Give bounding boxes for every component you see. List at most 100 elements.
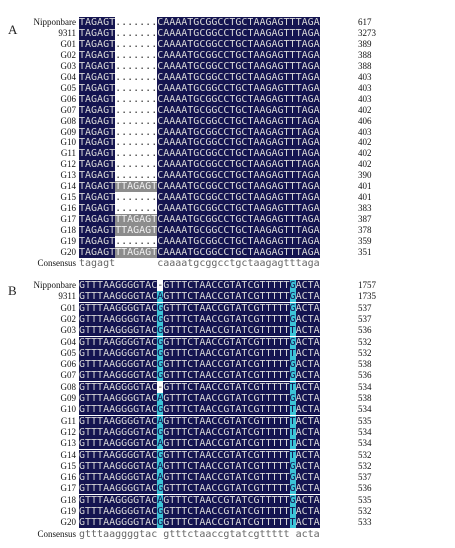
sequence-length: 403: [358, 71, 372, 82]
sequence: GTTTAAGGGGTACGGTTTCTAACCGTATCGTTTTTGACTA: [79, 313, 320, 325]
alignment-row: G15 TAGAGT.......CAAAATGCGGCCTGCTAAGAGTTT…: [0, 192, 455, 204]
sequence: GTTTAAGGGGTACGGTTTCTAACCGTATCGTTTTTGACTA: [79, 370, 320, 382]
sequence: TAGAGT.......CAAAATGCGGCCTGCTAAGAGTTTAGA: [79, 148, 320, 160]
sequence-name: G12: [60, 159, 77, 170]
sequence-name: G01: [60, 38, 77, 49]
sequence-length: 389: [358, 38, 372, 49]
sequence: GTTTAAGGGGTACGGTTTCTAACCGTATCGTTTTTTACTA: [79, 449, 320, 461]
sequence: GTTTAAGGGGTACGGTTTCTAACCGTATCGTTTTTGACTA: [79, 336, 320, 348]
sequence: TAGAGT.......CAAAATGCGGCCTGCTAAGAGTTTAGA: [79, 49, 320, 61]
sequence-length: 351: [358, 246, 372, 257]
sequence: GTTTAAGGGGTACAGTTTCTAACCGTATCGTTTTTTACTA: [79, 438, 320, 450]
sequence-length: 538: [358, 359, 372, 370]
alignment-row: G05 TAGAGT.......CAAAATGCGGCCTGCTAAGAGTTT…: [0, 82, 455, 94]
sequence-length: 617: [358, 17, 372, 27]
alignment-row: G11 TAGAGT.......CAAAATGCGGCCTGCTAAGAGTTT…: [0, 148, 455, 160]
sequence-length: 538: [358, 393, 372, 403]
alignment-row: G13 TAGAGT.......CAAAATGCGGCCTGCTAAGAGTTT…: [0, 170, 455, 182]
consensus-row: Consensus gtttaaggggtac gtttctaaccgtatcgt…: [0, 529, 455, 540]
sequence-name: G07: [60, 104, 77, 115]
sequence: TAGAGT.......CAAAATGCGGCCTGCTAAGAGTTTAGA: [79, 38, 320, 50]
sequence-length: 402: [358, 148, 372, 159]
alignment-row: G03 TAGAGT.......CAAAATGCGGCCTGCTAAGAGTTT…: [0, 60, 455, 72]
sequence: TAGAGTTTAGAGTCAAAATGCGGCCTGCTAAGAGTTTAGA: [79, 214, 320, 226]
sequence-length: 532: [358, 460, 372, 471]
sequence-name: 9311: [58, 27, 76, 38]
sequence: TAGAGTTTAGAGTCAAAATGCGGCCTGCTAAGAGTTTAGA: [79, 225, 320, 237]
alignment-row: G01 GTTTAAGGGGTACGGTTTCTAACCGTATCGTTTTTGA…: [0, 302, 455, 314]
sequence-length: 535: [358, 494, 372, 505]
sequence-length: 1735: [358, 291, 376, 302]
sequence: TAGAGT.......CAAAATGCGGCCTGCTAAGAGTTTAGA: [79, 126, 320, 138]
sequence-length: 536: [358, 325, 372, 336]
alignment-row: G19 TAGAGT.......CAAAATGCGGCCTGCTAAGAGTTT…: [0, 236, 455, 247]
sequence-name: G11: [60, 415, 76, 426]
sequence: TAGAGT.......CAAAATGCGGCCTGCTAAGAGTTTAGA: [79, 159, 320, 171]
sequence-length: 403: [358, 82, 372, 93]
alignment-row: G20 GTTTAAGGGGTACGGTTTCTAACCGTATCGTTTTTTA…: [0, 517, 455, 529]
alignment-row: G04 TAGAGT.......CAAAATGCGGCCTGCTAAGAGTTT…: [0, 71, 455, 83]
sequence-length: 406: [358, 115, 372, 126]
consensus-name: Consensus: [37, 257, 76, 268]
sequence-length: 532: [358, 336, 372, 347]
alignment-row: G02 TAGAGT.......CAAAATGCGGCCTGCTAAGAGTTT…: [0, 49, 455, 61]
alignment-row: G05 GTTTAAGGGGTACGGTTTCTAACCGTATCGTTTTTTA…: [0, 347, 455, 359]
sequence-length: 532: [358, 506, 372, 516]
sequence: TAGAGT.......CAAAATGCGGCCTGCTAAGAGTTTAGA: [79, 192, 320, 204]
sequence: GTTTAAGGGGTACAGTTTCTAACCGTATCGTTTTTGACTA: [79, 460, 320, 472]
sequence-name: G19: [60, 506, 77, 516]
sequence-name: G02: [60, 313, 77, 324]
alignment-row: G08 TAGAGT.......CAAAATGCGGCCTGCTAAGAGTTT…: [0, 115, 455, 127]
alignment-row: G08 GTTTAAGGGGTAC-GTTTCTAACCGTATCGTTTTTTA…: [0, 381, 455, 393]
panel-label: B: [8, 283, 17, 298]
sequence: TAGAGT.......CAAAATGCGGCCTGCTAAGAGTTTAGA: [79, 203, 320, 215]
sequence-name: G17: [60, 214, 77, 225]
alignment-row: G09 GTTTAAGGGGTACAGTTTCTAACCGTATCGTTTTTGA…: [0, 393, 455, 404]
sequence: TAGAGT.......CAAAATGCGGCCTGCTAAGAGTTTAGA: [79, 170, 320, 182]
sequence-length: 534: [358, 404, 372, 415]
sequence-name: G05: [60, 82, 77, 93]
sequence: TAGAGT.......CAAAATGCGGCCTGCTAAGAGTTTAGA: [79, 60, 320, 72]
sequence-name: G17: [60, 483, 77, 494]
sequence: GTTTAAGGGGTAC-GTTTCTAACCGTATCGTTTTTGACTA: [79, 280, 320, 291]
sequence-length: 402: [358, 104, 372, 115]
alignment-row: 9311 TAGAGT.......CAAAATGCGGCCTGCTAAGAGTT…: [0, 27, 455, 39]
sequence-length: 537: [358, 472, 372, 483]
sequence-name: G20: [60, 246, 77, 257]
sequence-name: Nipponbare: [33, 17, 77, 27]
sequence: TAGAGT.......CAAAATGCGGCCTGCTAAGAGTTTAGA: [79, 17, 320, 28]
sequence-length: 401: [358, 181, 372, 192]
alignment-row: G14 GTTTAAGGGGTACGGTTTCTAACCGTATCGTTTTTTA…: [0, 449, 455, 461]
sequence-name: G09: [60, 393, 77, 403]
sequence-length: 387: [358, 214, 372, 225]
sequence-length: 402: [358, 159, 372, 170]
alignment-row: G16 GTTTAAGGGGTACAGTTTCTAACCGTATCGTTTTTGA…: [0, 472, 455, 484]
sequence-length: 535: [358, 415, 372, 426]
sequence: GTTTAAGGGGTAC-GTTTCTAACCGTATCGTTTTTTACTA: [79, 381, 320, 393]
consensus-row: Consensus tagagt caaaatgcggcctgctaagagttt…: [0, 258, 455, 269]
alignment-row: G07 GTTTAAGGGGTACGGTTTCTAACCGTATCGTTTTTGA…: [0, 370, 455, 382]
alignment-row: G06 TAGAGT.......CAAAATGCGGCCTGCTAAGAGTTT…: [0, 93, 455, 105]
sequence-name: G03: [60, 325, 77, 336]
sequence-length: 534: [358, 426, 372, 437]
alignment-row: G09 TAGAGT.......CAAAATGCGGCCTGCTAAGAGTTT…: [0, 126, 455, 138]
sequence: GTTTAAGGGGTACGGTTTCTAACCGTATCGTTTTTTACTA: [79, 347, 320, 359]
alignment-row: G12 GTTTAAGGGGTACGGTTTCTAACCGTATCGTTTTTTA…: [0, 426, 455, 438]
alignment-row: G20 TAGAGTTTAGAGTCAAAATGCGGCCTGCTAAGAGTTT…: [0, 246, 455, 258]
sequence: TAGAGT.......CAAAATGCGGCCTGCTAAGAGTTTAGA: [79, 71, 320, 83]
sequence-name: G07: [60, 370, 77, 381]
sequence-length: 534: [358, 381, 372, 392]
sequence-length: 401: [358, 192, 372, 203]
sequence-name: G04: [60, 336, 77, 347]
alignment-row: G07 TAGAGT.......CAAAATGCGGCCTGCTAAGAGTTT…: [0, 104, 455, 116]
sequence-length: 536: [358, 370, 372, 381]
alignment-row: G12 TAGAGT.......CAAAATGCGGCCTGCTAAGAGTTT…: [0, 159, 455, 171]
sequence-name: G02: [60, 49, 77, 60]
sequence-length: 402: [358, 137, 372, 148]
sequence: TAGAGT.......CAAAATGCGGCCTGCTAAGAGTTTAGA: [79, 137, 320, 149]
sequence: GTTTAAGGGGTACGGTTTCTAACCGTATCGTTTTTGACTA: [79, 359, 320, 371]
sequence-name: G16: [60, 472, 77, 483]
alignment-row: G03 GTTTAAGGGGTACGGTTTCTAACCGTATCGTTTTTTA…: [0, 325, 455, 337]
sequence-name: G12: [60, 426, 77, 437]
sequence-length: 3273: [358, 27, 376, 38]
